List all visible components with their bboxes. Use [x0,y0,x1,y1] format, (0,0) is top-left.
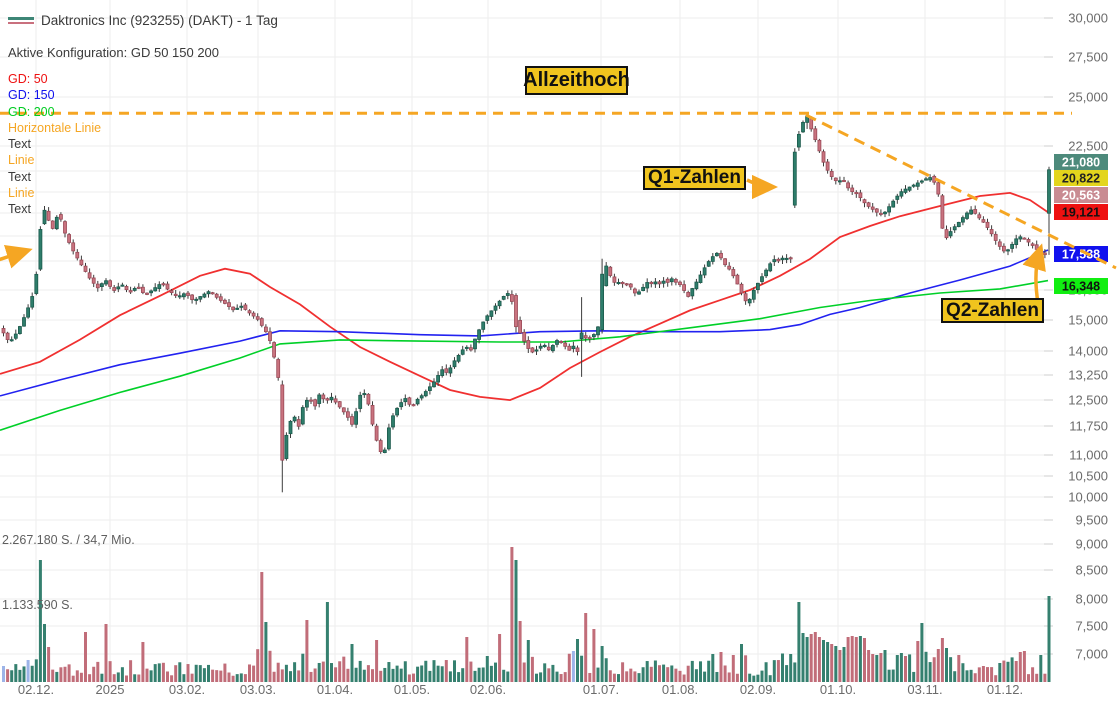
q2-zahlen-label[interactable]: Q2-Zahlen [941,298,1044,323]
legend-item-linie-5[interactable]: Linie [8,153,35,168]
candlestick-series-icon [8,16,34,25]
legend-title-row[interactable]: Daktronics Inc (923255) (DAKT) - 1 Tag [8,13,278,28]
ma-line-gd200[interactable] [0,279,1049,431]
svg-text:11,750: 11,750 [1069,419,1108,434]
price-badge [1054,170,1108,186]
legend-item-text-6[interactable]: Text [8,169,31,184]
svg-text:8,000: 8,000 [1075,592,1108,607]
legend-item-gd-200-2[interactable]: GD: 200 [8,104,55,119]
svg-text:02.12.: 02.12. [18,682,54,697]
q2-arrow[interactable] [1022,243,1046,304]
svg-text:9,000: 9,000 [1075,537,1108,552]
candles-layer[interactable] [1,112,1051,493]
svg-text:8,500: 8,500 [1075,563,1108,578]
svg-text:19,121: 19,121 [1062,206,1100,220]
svg-text:12,500: 12,500 [1068,393,1108,408]
svg-text:20,822: 20,822 [1062,172,1100,186]
price-badge [1054,187,1108,203]
svg-text:7,500: 7,500 [1075,619,1108,634]
trendline-drawing[interactable] [805,113,1117,270]
svg-text:01.08.: 01.08. [662,682,698,697]
volume-bars [2,547,1051,682]
svg-text:11,000: 11,000 [1069,448,1108,463]
svg-text:22,500: 22,500 [1068,139,1108,154]
svg-text:25,000: 25,000 [1068,90,1108,105]
svg-text:30,000: 30,000 [1068,11,1108,26]
svg-text:13,250: 13,250 [1068,368,1108,383]
legend-items: GD: 50 GD: 150 GD: 200 Horizontale Linie Tex… [8,71,278,218]
svg-text:15,000: 15,000 [1068,313,1108,328]
svg-text:7,000: 7,000 [1075,647,1108,662]
icon-bar [8,21,34,24]
price-badge [1054,246,1108,262]
svg-text:27,500: 27,500 [1068,50,1108,65]
left-entry-arrow[interactable] [0,245,33,269]
ma-line-gd50[interactable] [0,191,1049,402]
active-configuration-label: Aktive Konfiguration: GD 50 150 200 [8,45,220,60]
price-badge [1054,278,1108,294]
svg-text:21,080: 21,080 [1062,156,1100,170]
svg-text:17,538: 17,538 [1062,248,1100,262]
price-badge [1054,204,1108,220]
svg-text:20,563: 20,563 [1062,189,1100,203]
svg-text:01.12.: 01.12. [987,682,1023,697]
legend-item-horizontale-linie-3[interactable]: Horizontale Linie [8,120,102,135]
volume-axis-label: 2.267.180 S. / 34,7 Mio. [2,533,135,547]
svg-text:03.03.: 03.03. [240,682,276,697]
volume-axis-label: 1.133.590 S. [2,598,73,612]
chart-legend: Daktronics Inc (923255) (DAKT) - 1 Tag A… [8,13,278,218]
svg-text:03.11.: 03.11. [907,682,942,697]
axis-labels: 30,00027,50025,00022,50016,00015,00014,0… [2,11,1108,698]
chart-title: Daktronics Inc (923255) (DAKT) - 1 Tag [41,13,278,28]
price-badges: 21,080 20,822 20,563 19,121 17,538 16,348 [1054,154,1108,294]
svg-text:01.07.: 01.07. [583,682,619,697]
icon-bar [8,17,34,20]
svg-text:2025: 2025 [96,682,125,697]
svg-text:14,000: 14,000 [1068,344,1108,359]
legend-item-linie-7[interactable]: Linie [8,186,35,201]
price-badge [1054,154,1108,170]
svg-text:01.10.: 01.10. [820,682,856,697]
ma-line-gd150[interactable] [0,249,1049,397]
legend-item-gd-50-0[interactable]: GD: 50 [8,72,48,86]
svg-text:10,000: 10,000 [1068,490,1108,505]
q1-arrow[interactable] [746,174,778,200]
svg-text:10,500: 10,500 [1068,469,1108,484]
svg-text:01.05.: 01.05. [394,682,430,697]
legend-item-text-4[interactable]: Text [8,137,31,152]
svg-text:02.09.: 02.09. [740,682,776,697]
legend-item-gd-150-1[interactable]: GD: 150 [8,88,55,103]
svg-text:16,348: 16,348 [1062,280,1100,294]
svg-text:01.04.: 01.04. [317,682,353,697]
svg-text:02.06.: 02.06. [470,682,506,697]
allzeithoch-label[interactable]: Allzeithoch [523,66,630,95]
q1-zahlen-label[interactable]: Q1-Zahlen [643,166,746,190]
legend-item-text-8[interactable]: Text [8,202,31,217]
svg-text:03.02.: 03.02. [169,682,205,697]
svg-text:9,500: 9,500 [1075,513,1108,528]
moving-averages[interactable] [0,191,1049,431]
